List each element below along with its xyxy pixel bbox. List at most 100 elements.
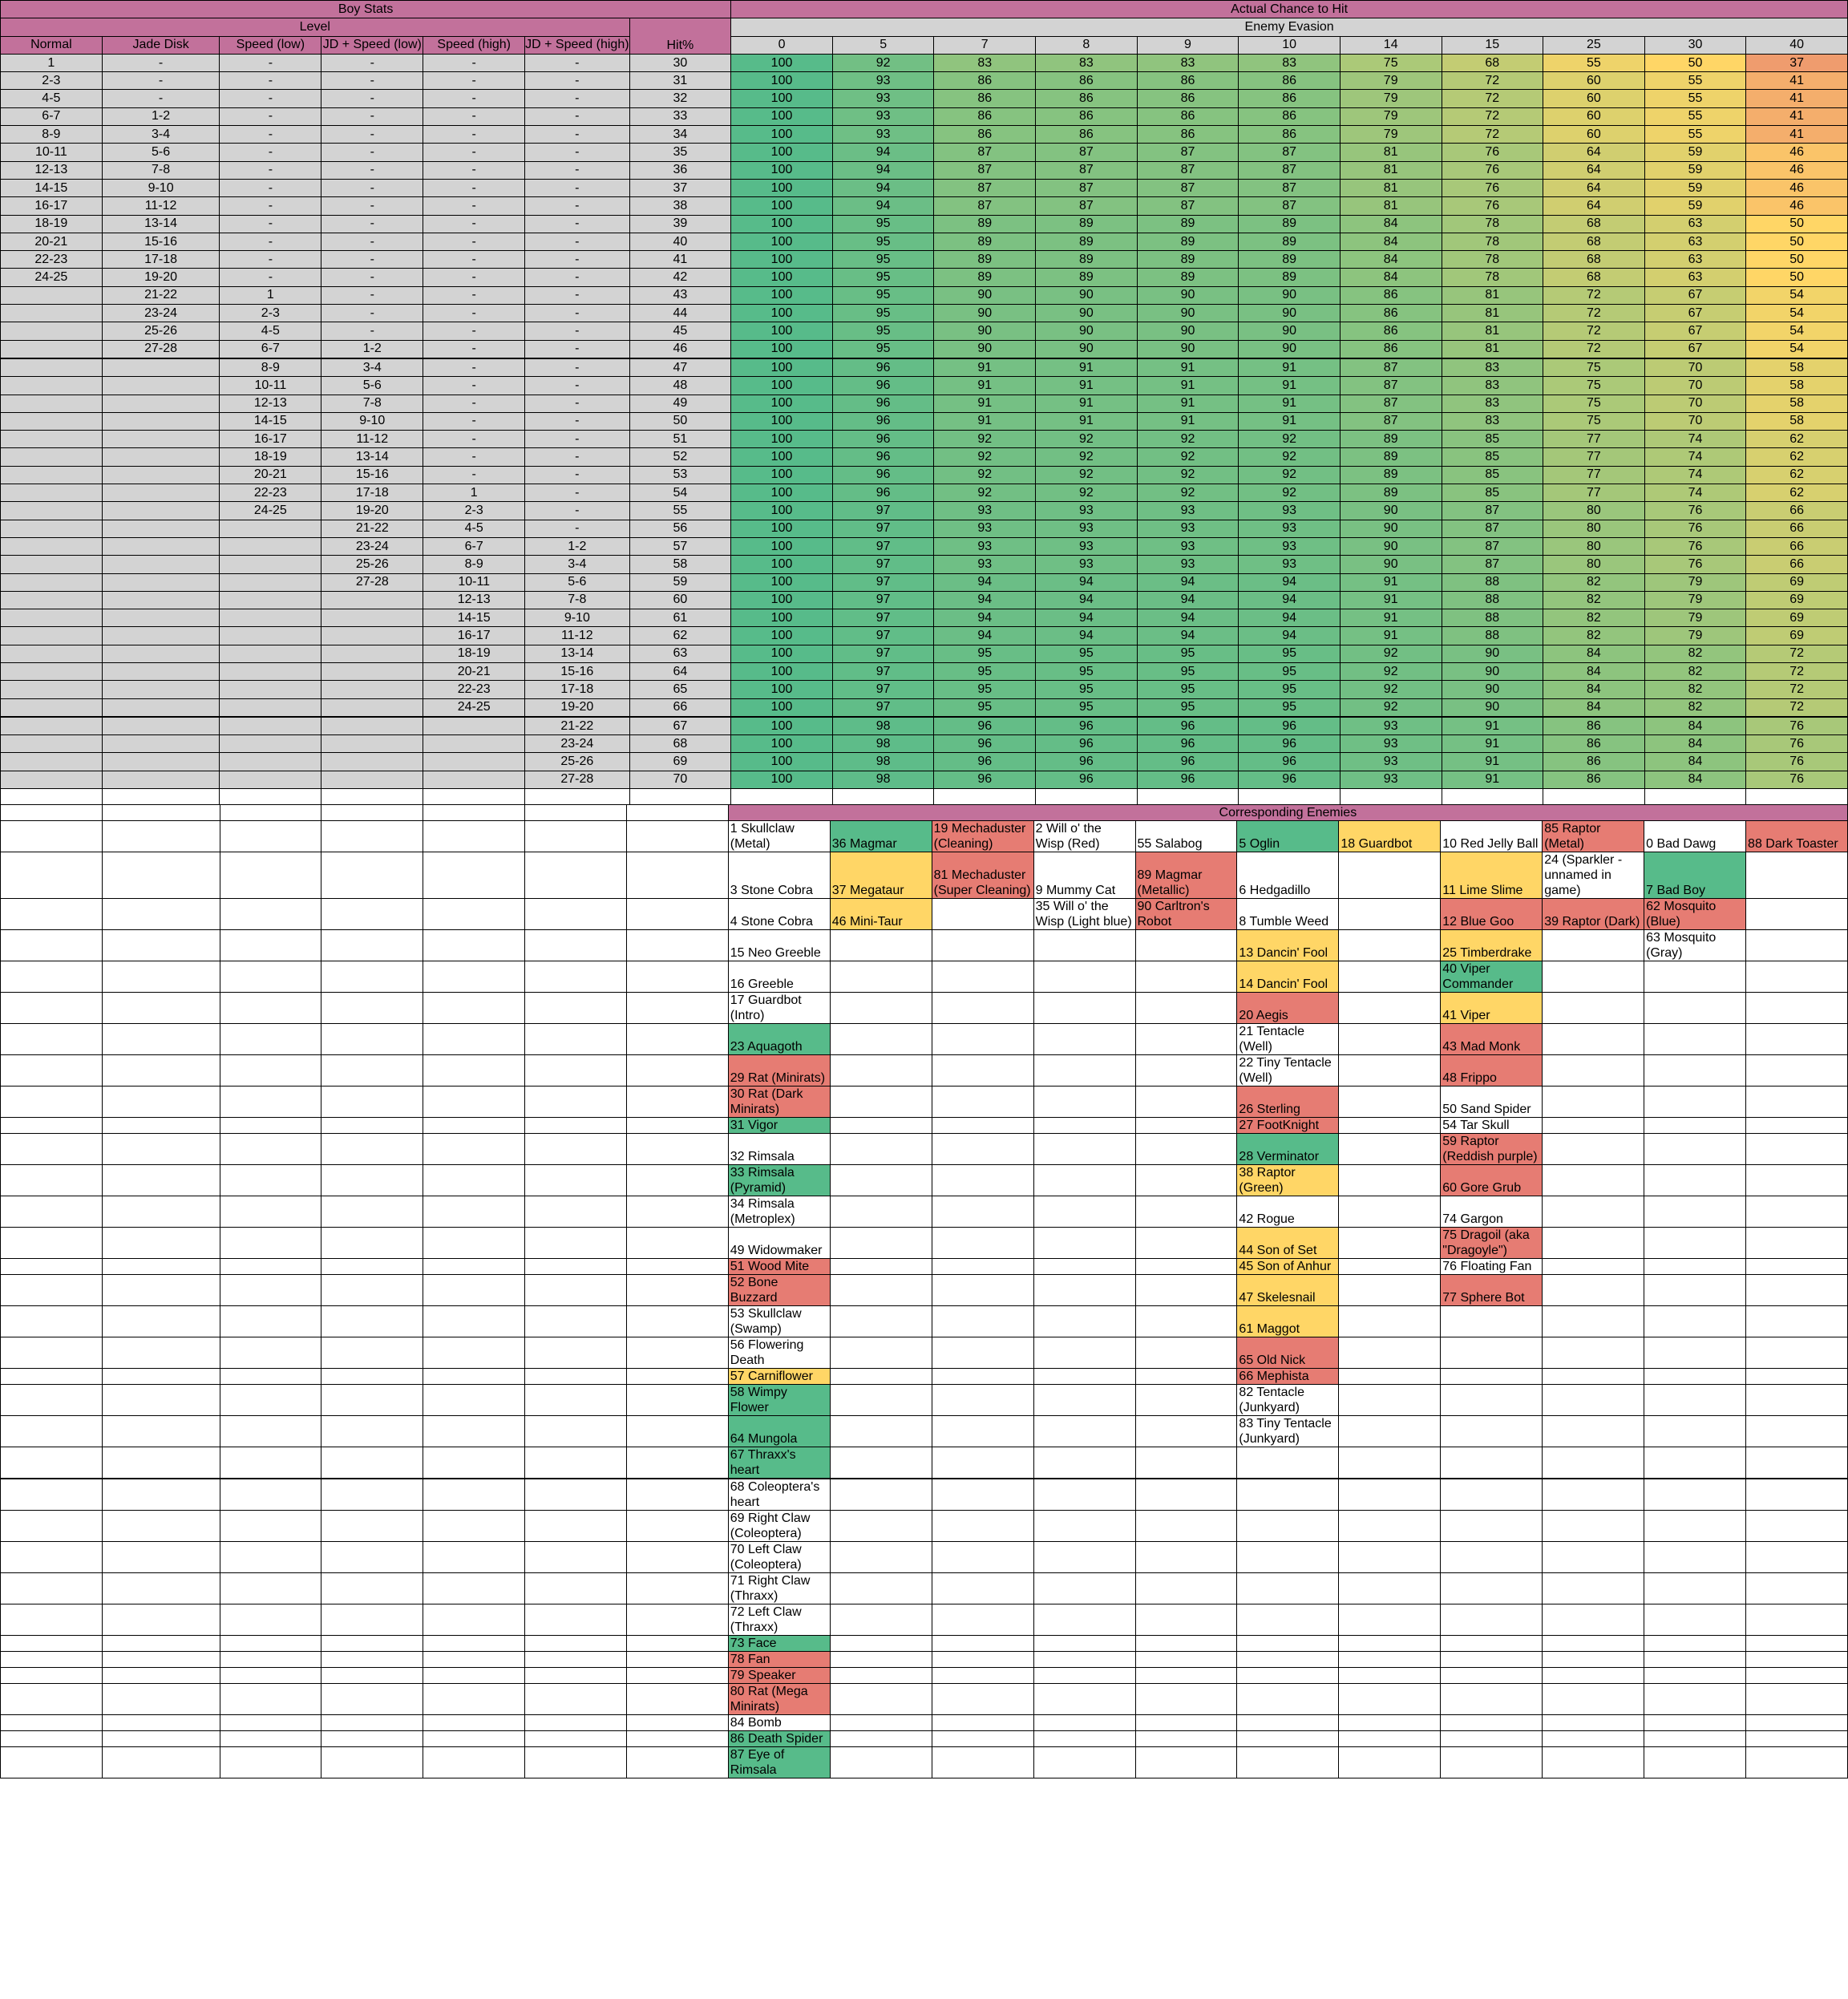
enemy-cell: 53 Skullclaw (Swamp) bbox=[727, 1305, 831, 1337]
hit-chance-cell: 100 bbox=[730, 214, 833, 233]
enemy-cell bbox=[829, 1541, 932, 1573]
hit-chance-cell: 100 bbox=[730, 680, 833, 699]
stat-cell: - bbox=[423, 71, 526, 91]
actual-chance-title: Actual Chance to Hit bbox=[730, 0, 1848, 19]
enemy-cell bbox=[1440, 1730, 1543, 1747]
enemy-cell bbox=[1440, 1683, 1543, 1715]
hit-chance-cell: 92 bbox=[1035, 484, 1138, 503]
enemy-cell bbox=[1134, 1478, 1238, 1511]
hit-chance-cell: 95 bbox=[831, 285, 935, 306]
enemy-cell bbox=[1745, 1667, 1848, 1684]
enemy-cell: 57 Carniflower bbox=[727, 1368, 831, 1385]
stat-cell bbox=[321, 715, 424, 736]
enemy-cell: 61 Maggot bbox=[1236, 1305, 1340, 1337]
hit-chance-cell: 89 bbox=[1136, 268, 1239, 287]
stat-cell: 21-22 bbox=[524, 715, 630, 736]
stat-cell: 24-25 bbox=[219, 501, 322, 520]
enemy-cell: 23 Aquagoth bbox=[727, 1023, 831, 1055]
hit-chance-cell: 87 bbox=[1238, 196, 1341, 216]
hit-chance-cell: 95 bbox=[831, 268, 935, 287]
hit-chance-cell: 94 bbox=[831, 196, 935, 216]
hit-chance-cell: 98 bbox=[831, 752, 935, 771]
hit-chance-cell: 64 bbox=[1543, 178, 1645, 198]
hit-chance-cell: 93 bbox=[1339, 715, 1442, 736]
hit-chance-cell: 90 bbox=[1238, 322, 1341, 341]
stat-row: 16-17 11-12 62 100 97 94 94 94 94 91 88 82 79 69 bbox=[0, 626, 1848, 645]
hit-chance-cell: 89 bbox=[1035, 214, 1138, 233]
evasion-column-header: 5 bbox=[831, 35, 935, 55]
enemy-cell bbox=[1440, 1651, 1543, 1668]
hit-chance-cell: 93 bbox=[831, 71, 935, 91]
stat-cell: - bbox=[524, 430, 630, 449]
stat-cell: 36 bbox=[629, 160, 732, 180]
hit-chance-cell: 90 bbox=[933, 304, 1037, 323]
stat-cell bbox=[0, 609, 103, 628]
stat-cell: 8-9 bbox=[0, 125, 103, 144]
hit-chance-cell: 58 bbox=[1745, 376, 1848, 395]
hit-chance-cell: 93 bbox=[933, 536, 1037, 556]
hit-chance-cell: 58 bbox=[1745, 394, 1848, 413]
enemy-cell bbox=[1542, 1164, 1645, 1196]
hit-chance-cell: 96 bbox=[1238, 715, 1341, 736]
stat-cell: 4-5 bbox=[219, 322, 322, 341]
stat-cell: 1 bbox=[0, 53, 103, 73]
stat-cell: - bbox=[219, 53, 322, 73]
hit-chance-cell: 87 bbox=[1035, 143, 1138, 162]
hit-chance-cell: 79 bbox=[1339, 107, 1442, 127]
hit-chance-cell: 94 bbox=[831, 143, 935, 162]
enemy-cell: 4 Stone Cobra bbox=[727, 898, 831, 930]
enemy-cell bbox=[829, 992, 932, 1024]
stat-cell: 69 bbox=[629, 752, 732, 771]
stat-cell: - bbox=[423, 160, 526, 180]
hit-chance-cell: 41 bbox=[1745, 125, 1848, 144]
enemy-cell: 9 Mummy Cat bbox=[1033, 852, 1136, 899]
hit-chance-cell: 96 bbox=[933, 752, 1037, 771]
hit-chance-cell: 95 bbox=[831, 339, 935, 359]
hit-chance-cell: 91 bbox=[1339, 573, 1442, 592]
enemy-cell bbox=[1745, 1337, 1848, 1369]
enemy-cell bbox=[1033, 929, 1136, 961]
hit-chance-cell: 92 bbox=[1136, 447, 1239, 467]
enemy-cell: 51 Wood Mite bbox=[727, 1258, 831, 1275]
enemy-cell bbox=[1644, 1683, 1747, 1715]
hit-chance-cell: 92 bbox=[1035, 430, 1138, 449]
hit-chance-cell: 90 bbox=[1035, 285, 1138, 306]
enemy-cell bbox=[1745, 1117, 1848, 1134]
stat-cell: 12-13 bbox=[423, 590, 526, 610]
stat-cell bbox=[0, 285, 103, 306]
hit-chance-cell: 79 bbox=[1644, 626, 1747, 645]
hit-chance-cell: 76 bbox=[1441, 196, 1544, 216]
stat-cell: 27-28 bbox=[101, 339, 220, 359]
stat-row: 20-21 15-16- - - -40 100 95 89 89 89 89 84 78 68 63 50 bbox=[0, 232, 1848, 252]
enemy-cell: 45 Son of Anhur bbox=[1236, 1258, 1340, 1275]
enemy-cell bbox=[1644, 1384, 1747, 1416]
hit-chance-cell: 92 bbox=[933, 430, 1037, 449]
enemy-cell bbox=[931, 1415, 1034, 1447]
stat-cell: - bbox=[219, 143, 322, 162]
hit-chance-cell: 98 bbox=[831, 770, 935, 790]
hit-chance-cell: 86 bbox=[933, 107, 1037, 127]
hit-chance-cell: 100 bbox=[730, 178, 833, 198]
hit-chance-cell: 92 bbox=[933, 447, 1037, 467]
stat-cell: 15-16 bbox=[101, 232, 220, 252]
hit-chance-cell: 78 bbox=[1441, 214, 1544, 233]
enemy-cell bbox=[1644, 1635, 1747, 1652]
enemy-cell bbox=[1033, 1258, 1136, 1275]
enemy-cell bbox=[1542, 1415, 1645, 1447]
hit-chance-cell: 75 bbox=[1543, 411, 1645, 431]
stat-cell: - bbox=[524, 53, 630, 73]
hit-chance-cell: 89 bbox=[1339, 484, 1442, 503]
stat-cell: 10-11 bbox=[219, 376, 322, 395]
stat-row: 23-24 68 100 98 96 96 96 96 93 91 86 84 76 bbox=[0, 734, 1848, 754]
stat-cell: - bbox=[524, 196, 630, 216]
stat-cell: 11-12 bbox=[321, 430, 424, 449]
hit-chance-cell: 59 bbox=[1644, 178, 1747, 198]
hit-chance-cell: 95 bbox=[1136, 698, 1239, 718]
hit-chance-cell: 100 bbox=[730, 536, 833, 556]
hit-chance-cell: 86 bbox=[1238, 71, 1341, 91]
stat-row: 22-23 17-18 65 100 97 95 95 95 95 92 90 84 82 72 bbox=[0, 680, 1848, 699]
enemy-row: 73 Face bbox=[0, 1635, 1848, 1652]
hit-chance-cell: 78 bbox=[1441, 250, 1544, 269]
hit-chance-cell: 95 bbox=[1035, 644, 1138, 663]
enemy-row: 15 Neo Greeble 13 Dancin' Fool 25 Timberdr… bbox=[0, 929, 1848, 961]
